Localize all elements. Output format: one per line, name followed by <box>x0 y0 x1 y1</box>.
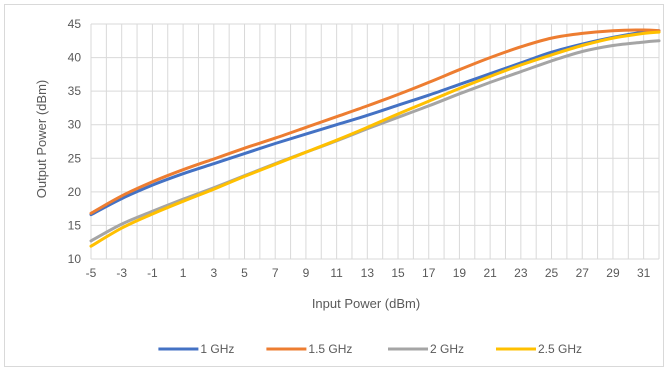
x-tick-label: -1 <box>147 266 158 280</box>
legend-label: 1 GHz <box>200 342 234 356</box>
legend-label: 2.5 GHz <box>538 342 582 356</box>
series-line-2-ghz <box>89 39 661 243</box>
y-tick-label: 25 <box>68 151 82 165</box>
x-tick-label: 5 <box>241 266 248 280</box>
legend-label: 2 GHz <box>430 342 464 356</box>
x-tick-label: 25 <box>545 266 559 280</box>
x-tick-label: 21 <box>483 266 497 280</box>
x-tick-label: 31 <box>637 266 651 280</box>
y-tick-label: 40 <box>68 51 82 65</box>
series-line-1.5-ghz <box>89 28 661 215</box>
y-tick-label: 45 <box>68 17 82 31</box>
y-tick-label: 15 <box>68 218 82 232</box>
x-tick-label: 29 <box>606 266 620 280</box>
series-line-2.5-ghz <box>89 30 661 248</box>
legend-item: 1.5 GHz <box>266 342 352 356</box>
y-axis-title: Output Power (dBm) <box>34 80 49 199</box>
x-tick-label: 9 <box>303 266 310 280</box>
legend: 1 GHz 1.5 GHz 2 GHz 2.5 GHz <box>158 342 582 356</box>
y-tick-label: 20 <box>68 185 82 199</box>
x-axis-title: Input Power (dBm) <box>312 296 420 311</box>
x-tick-label: 17 <box>422 266 436 280</box>
series-lines <box>89 28 661 248</box>
x-tick-label: -3 <box>116 266 127 280</box>
legend-label: 1.5 GHz <box>308 342 352 356</box>
x-tick-label: 23 <box>514 266 528 280</box>
x-tick-label: 19 <box>453 266 467 280</box>
x-tick-label: 3 <box>210 266 217 280</box>
x-tick-label: 27 <box>576 266 590 280</box>
y-tick-label: 35 <box>68 84 82 98</box>
legend-item: 2.5 GHz <box>496 342 582 356</box>
legend-item: 2 GHz <box>388 342 464 356</box>
legend-item: 1 GHz <box>158 342 234 356</box>
y-axis-tick-labels: 10 15 20 25 30 35 40 45 <box>68 17 82 266</box>
x-tick-label: 13 <box>361 266 375 280</box>
x-tick-label: 7 <box>272 266 279 280</box>
gridlines <box>90 23 660 260</box>
x-tick-label: 15 <box>391 266 405 280</box>
y-tick-label: 30 <box>68 118 82 132</box>
x-tick-label: 11 <box>330 266 343 280</box>
y-tick-label: 10 <box>68 252 82 266</box>
chart-area: 10 15 20 25 30 35 40 45 -5 -3 -1 1 3 5 7 9 11 13 15 17 19 21… <box>4 4 664 367</box>
x-tick-label: -5 <box>86 266 97 280</box>
x-axis-tick-labels: -5 -3 -1 1 3 5 7 9 11 13 15 17 19 21 23 25 27 29 31 <box>86 266 651 280</box>
x-tick-label: 1 <box>180 266 187 280</box>
